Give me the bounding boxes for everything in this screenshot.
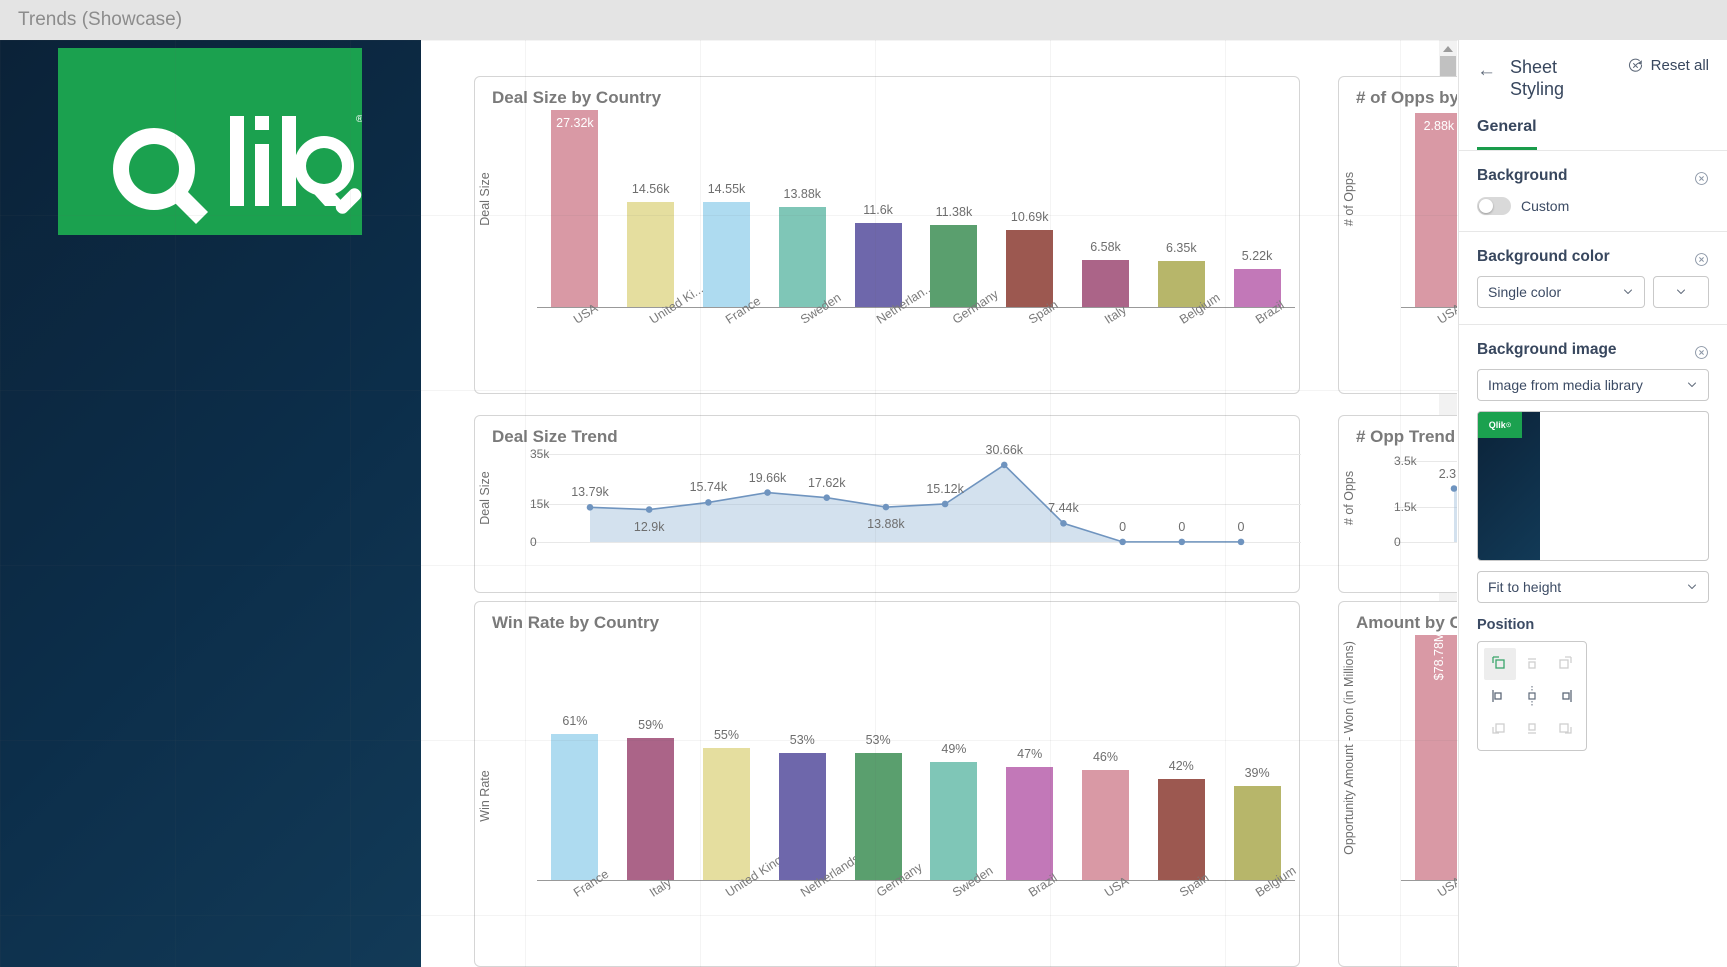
svg-text:®: ® <box>356 114 362 125</box>
